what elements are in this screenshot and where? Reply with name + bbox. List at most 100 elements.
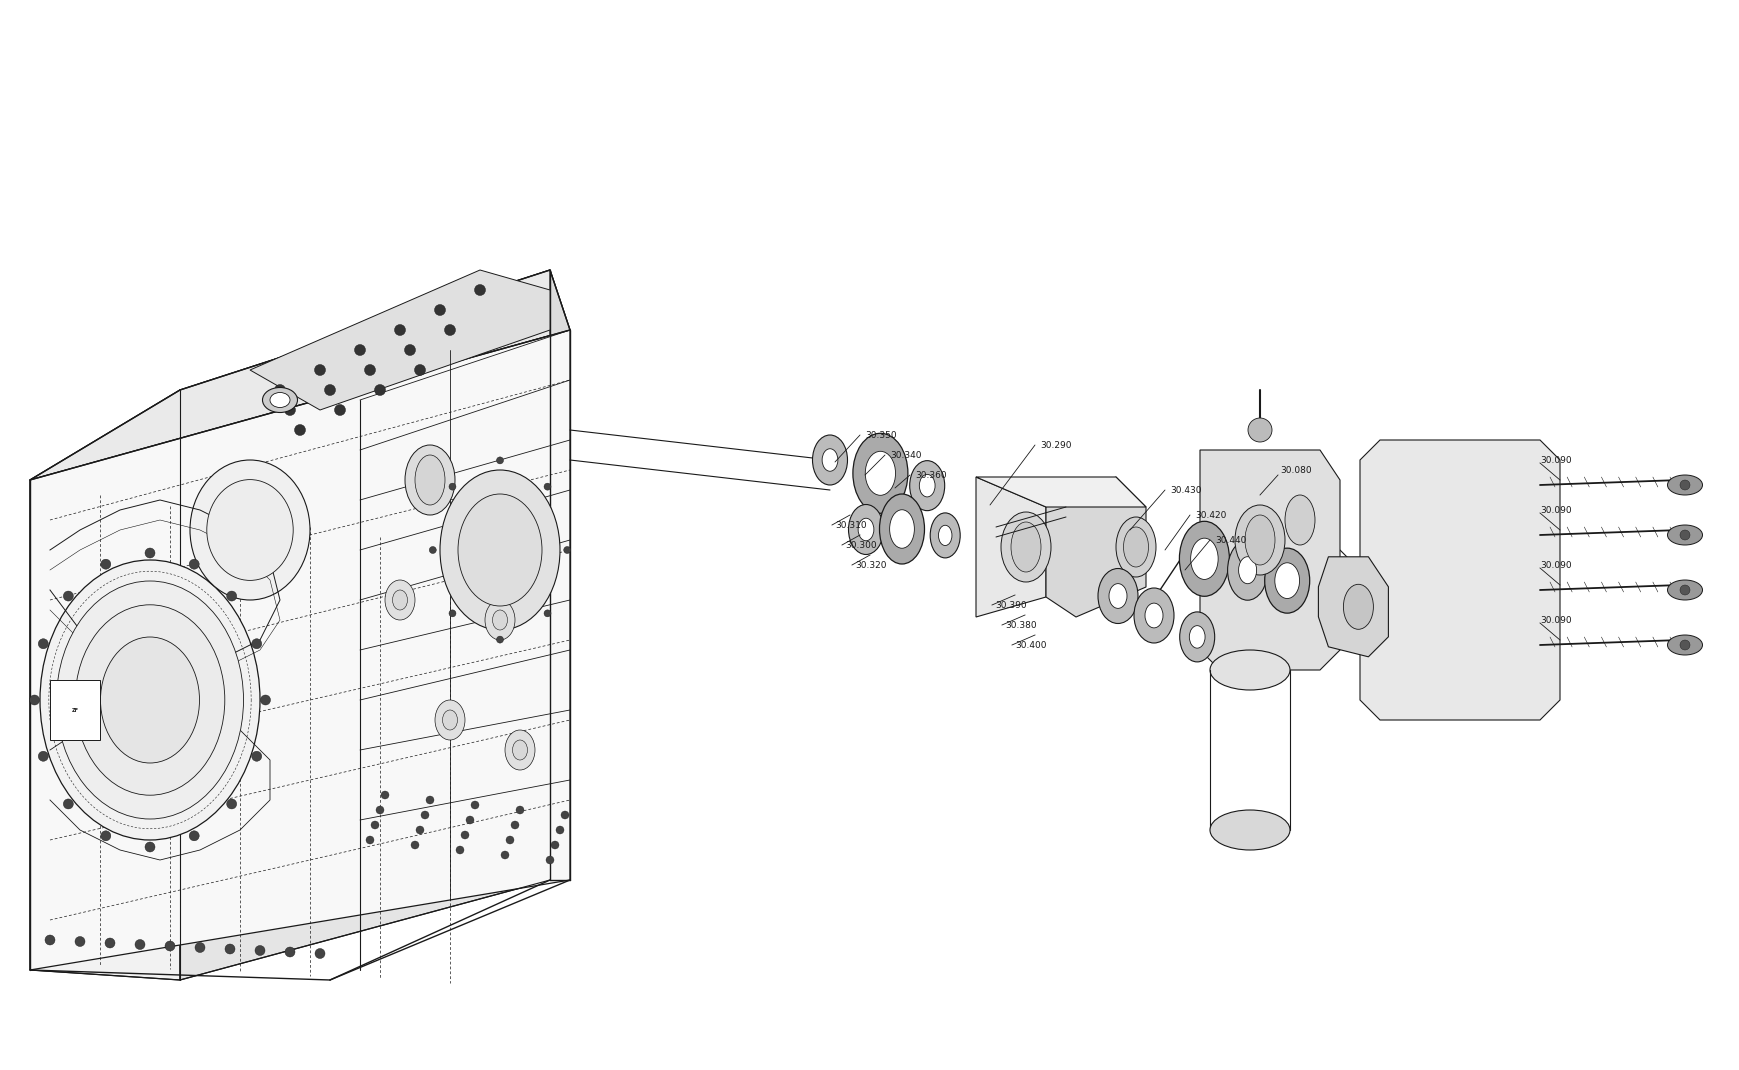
Polygon shape [1360, 440, 1560, 720]
Ellipse shape [821, 448, 838, 471]
Ellipse shape [1189, 626, 1205, 648]
Circle shape [1247, 418, 1271, 442]
Ellipse shape [40, 560, 259, 840]
Polygon shape [1045, 477, 1146, 617]
Polygon shape [976, 477, 1045, 617]
Ellipse shape [1245, 515, 1275, 565]
Circle shape [38, 751, 49, 761]
Ellipse shape [384, 580, 416, 620]
Ellipse shape [889, 509, 915, 548]
Polygon shape [550, 270, 570, 880]
Ellipse shape [1000, 513, 1050, 582]
Circle shape [256, 946, 264, 956]
Ellipse shape [270, 393, 290, 408]
Ellipse shape [1666, 475, 1701, 495]
Ellipse shape [1343, 584, 1372, 629]
Circle shape [363, 365, 376, 376]
Polygon shape [179, 270, 550, 980]
Circle shape [190, 560, 198, 569]
Ellipse shape [1134, 588, 1174, 643]
Polygon shape [30, 389, 179, 980]
Ellipse shape [909, 461, 944, 510]
Ellipse shape [442, 710, 457, 730]
Text: 30.080: 30.080 [1280, 465, 1311, 474]
Circle shape [315, 365, 325, 376]
Circle shape [560, 811, 569, 819]
Text: 30.340: 30.340 [889, 450, 922, 459]
Circle shape [466, 816, 473, 824]
Circle shape [374, 384, 386, 396]
Circle shape [370, 821, 379, 829]
Ellipse shape [101, 637, 200, 763]
Circle shape [403, 345, 416, 355]
Circle shape [261, 696, 270, 705]
Ellipse shape [56, 581, 243, 819]
Circle shape [376, 806, 384, 814]
Circle shape [190, 830, 198, 841]
Circle shape [426, 796, 433, 804]
Circle shape [144, 548, 155, 557]
Ellipse shape [435, 700, 464, 740]
Ellipse shape [1275, 563, 1299, 598]
Circle shape [546, 856, 553, 863]
Circle shape [275, 384, 285, 396]
Text: 30.380: 30.380 [1005, 621, 1036, 629]
Ellipse shape [1666, 580, 1701, 600]
Polygon shape [50, 681, 99, 740]
Ellipse shape [1285, 495, 1315, 545]
Circle shape [421, 811, 430, 819]
Ellipse shape [1209, 649, 1289, 690]
Circle shape [75, 936, 85, 947]
Ellipse shape [1189, 538, 1217, 580]
Polygon shape [30, 330, 570, 970]
Circle shape [224, 944, 235, 954]
Ellipse shape [878, 494, 923, 564]
Polygon shape [30, 270, 570, 480]
Circle shape [45, 935, 56, 945]
Circle shape [414, 365, 426, 376]
Text: 30.440: 30.440 [1214, 535, 1245, 545]
Ellipse shape [75, 605, 224, 795]
Circle shape [1680, 585, 1689, 595]
Circle shape [38, 639, 49, 648]
Circle shape [285, 947, 296, 957]
Circle shape [461, 831, 470, 839]
Text: 30.290: 30.290 [1040, 441, 1071, 449]
Circle shape [381, 791, 390, 799]
Text: 30.310: 30.310 [835, 520, 866, 530]
Ellipse shape [918, 474, 934, 496]
Circle shape [63, 591, 73, 601]
Ellipse shape [852, 433, 908, 514]
Polygon shape [976, 477, 1146, 507]
Circle shape [285, 404, 296, 415]
Circle shape [544, 610, 551, 617]
Polygon shape [1200, 450, 1339, 670]
Text: ZF: ZF [71, 707, 78, 713]
Circle shape [496, 457, 503, 464]
Circle shape [252, 639, 261, 648]
Text: 30.300: 30.300 [845, 540, 876, 550]
Circle shape [471, 801, 478, 809]
Circle shape [395, 324, 405, 336]
Ellipse shape [1123, 528, 1148, 567]
Ellipse shape [1264, 548, 1309, 613]
Circle shape [410, 841, 419, 849]
Circle shape [506, 836, 513, 844]
Text: 30.420: 30.420 [1195, 510, 1226, 520]
Circle shape [511, 821, 518, 829]
Ellipse shape [405, 445, 454, 515]
Ellipse shape [207, 479, 294, 580]
Text: 30.090: 30.090 [1539, 615, 1570, 625]
Text: 30.400: 30.400 [1014, 641, 1045, 649]
Ellipse shape [1115, 517, 1155, 577]
Circle shape [315, 948, 325, 959]
Text: 30.320: 30.320 [854, 561, 885, 569]
Circle shape [165, 941, 176, 951]
Polygon shape [250, 270, 550, 410]
Circle shape [544, 484, 551, 490]
Circle shape [551, 841, 558, 849]
Ellipse shape [1666, 635, 1701, 655]
Text: 30.430: 30.430 [1169, 486, 1202, 494]
Ellipse shape [937, 525, 951, 546]
Circle shape [355, 345, 365, 355]
